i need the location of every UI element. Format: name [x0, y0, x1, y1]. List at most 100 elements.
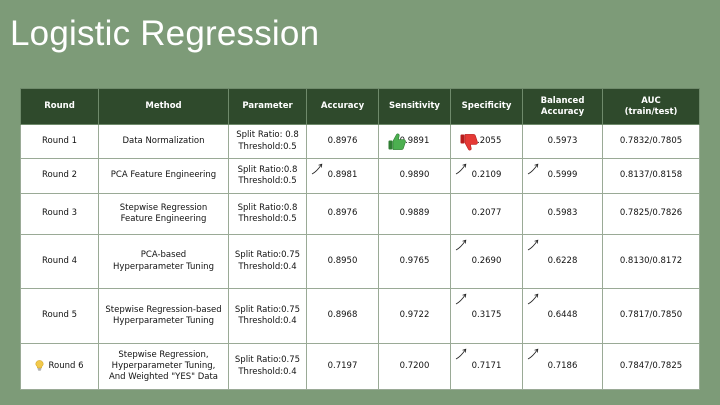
method-line2: Hyperparameter Tuning,: [111, 360, 216, 371]
method-line1: PCA Feature Engineering: [110, 170, 217, 181]
cell-specificity: 0.2109: [450, 158, 523, 194]
table-row: Round 6 Stepwise Regression, Hyperparamet…: [20, 343, 700, 390]
sensitivity-value: 0.9891: [399, 135, 430, 146]
cell-parameter: Split Ratio:0.75 Threshold:0.4: [228, 343, 307, 390]
param-line2: Threshold:0.5: [238, 176, 297, 186]
balanced-value: 0.6448: [547, 310, 578, 321]
cell-sensitivity: 0.9891: [378, 124, 451, 159]
param-line1: Split Ratio: 0.8: [236, 130, 299, 141]
specificity-value: 0.2690: [471, 255, 502, 266]
balanced-value: 0.6228: [547, 255, 578, 266]
cell-method: Data Normalization: [98, 124, 229, 159]
specificity-value: 0.3175: [471, 310, 502, 321]
cell-round: Round 5: [20, 288, 99, 344]
param-line2: Threshold:0.4: [238, 366, 297, 377]
param-line2: Threshold:0.5: [238, 141, 297, 152]
cell-balanced-accuracy: 0.5983: [522, 193, 603, 235]
specificity-value: 0.7171: [471, 360, 502, 371]
specificity-value: 0.2109: [471, 170, 502, 181]
cell-specificity: 0.2077: [450, 193, 523, 235]
cell-specificity: 0.2690: [450, 234, 523, 289]
cell-accuracy: 0.8981: [306, 158, 379, 194]
table-row: Round 3 Stepwise Regression Feature Engin…: [20, 193, 700, 235]
cell-round: Round 3: [20, 193, 99, 235]
header-balanced-line1: Balanced: [540, 95, 585, 106]
cell-balanced-accuracy: 0.6448: [522, 288, 603, 344]
cell-method: Stepwise Regression Feature Engineering: [98, 193, 229, 235]
header-parameter: Parameter: [228, 88, 307, 125]
cell-auc: 0.7817/0.7850: [602, 288, 700, 344]
cell-specificity: 0.2055: [450, 124, 523, 159]
cell-method: PCA-based Hyperparameter Tuning: [98, 234, 229, 289]
cell-balanced-accuracy: 0.5999: [522, 158, 603, 194]
cell-balanced-accuracy: 0.5973: [522, 124, 603, 159]
cell-round: Round 1: [20, 124, 99, 159]
cell-parameter: Split Ratio: 0.8 Threshold:0.5: [228, 124, 307, 159]
cell-method: PCA Feature Engineering: [98, 158, 229, 194]
method-line2: Feature Engineering: [120, 214, 207, 224]
method-line1: Stepwise Regression,: [118, 349, 209, 360]
cell-parameter: Split Ratio:0.75 Threshold:0.4: [228, 234, 307, 289]
thumbs-down-icon: [460, 133, 478, 150]
table-row: Round 4 PCA-based Hyperparameter Tuning S…: [20, 234, 700, 289]
cell-balanced-accuracy: 0.7186: [522, 343, 603, 390]
method-line1: PCA-based: [140, 250, 187, 261]
accuracy-value: 0.8981: [327, 170, 358, 181]
cell-balanced-accuracy: 0.6228: [522, 234, 603, 289]
trend-up-arrow-icon: [455, 239, 467, 251]
results-table: Round Method Parameter Accuracy Sensitiv…: [20, 88, 700, 390]
param-line1: Split Ratio:0.8: [237, 164, 298, 175]
param-line1: Split Ratio:0.8: [237, 202, 298, 213]
trend-up-arrow-icon: [527, 163, 539, 175]
header-sensitivity: Sensitivity: [378, 88, 451, 125]
cell-specificity: 0.7171: [450, 343, 523, 390]
cell-auc: 0.8137/0.8158: [602, 158, 700, 194]
cell-round: Round 6: [20, 343, 99, 390]
header-accuracy: Accuracy: [306, 88, 379, 125]
table-header-row: Round Method Parameter Accuracy Sensitiv…: [20, 88, 700, 125]
cell-round: Round 4: [20, 234, 99, 289]
method-line2: Hyperparameter Tuning: [113, 261, 214, 272]
cell-auc: 0.7832/0.7805: [602, 124, 700, 159]
header-auc: AUC (train/test): [602, 88, 700, 125]
cell-auc: 0.7847/0.7825: [602, 343, 700, 390]
round-label: Round 6: [48, 361, 84, 372]
table-row: Round 1 Data Normalization Split Ratio: …: [20, 124, 700, 159]
param-line2: Threshold:0.4: [238, 316, 297, 326]
method-line1: Stepwise Regression: [119, 202, 208, 213]
cell-parameter: Split Ratio:0.75 Threshold:0.4: [228, 288, 307, 344]
trend-up-arrow-icon: [311, 163, 323, 175]
table-row: Round 2 PCA Feature Engineering Split Ra…: [20, 158, 700, 194]
trend-up-arrow-icon: [455, 163, 467, 175]
lightbulb-icon: [36, 360, 44, 372]
balanced-value: 0.7186: [547, 360, 578, 371]
cell-auc: 0.7825/0.7826: [602, 193, 700, 235]
cell-accuracy: 0.7197: [306, 343, 379, 390]
cell-accuracy: 0.8968: [306, 288, 379, 344]
header-balanced-line2: Accuracy: [540, 106, 585, 117]
specificity-value: 0.2055: [471, 135, 502, 146]
cell-round: Round 2: [20, 158, 99, 194]
param-line2: Threshold:0.5: [238, 214, 297, 224]
param-line2: Threshold:0.4: [238, 261, 297, 272]
trend-up-arrow-icon: [527, 239, 539, 251]
trend-up-arrow-icon: [455, 293, 467, 305]
cell-sensitivity: 0.9890: [378, 158, 451, 194]
cell-method: Stepwise Regression, Hyperparameter Tunin…: [98, 343, 229, 390]
method-line2: Hyperparameter Tuning: [113, 316, 214, 326]
header-balanced-accuracy: Balanced Accuracy: [522, 88, 603, 125]
header-auc-line1: AUC: [641, 95, 661, 106]
cell-specificity: 0.3175: [450, 288, 523, 344]
cell-sensitivity: 0.7200: [378, 343, 451, 390]
cell-parameter: Split Ratio:0.8 Threshold:0.5: [228, 158, 307, 194]
table-row: Round 5 Stepwise Regression-based Hyperpa…: [20, 288, 700, 344]
param-line1: Split Ratio:0.75: [234, 250, 301, 261]
cell-sensitivity: 0.9765: [378, 234, 451, 289]
slide-title: Logistic Regression: [10, 14, 320, 53]
method-line3: And Weighted "YES" Data: [108, 372, 218, 383]
trend-up-arrow-icon: [455, 348, 467, 360]
cell-sensitivity: 0.9889: [378, 193, 451, 235]
method-line1: Data Normalization: [122, 135, 205, 146]
header-specificity: Specificity: [450, 88, 523, 125]
cell-sensitivity: 0.9722: [378, 288, 451, 344]
